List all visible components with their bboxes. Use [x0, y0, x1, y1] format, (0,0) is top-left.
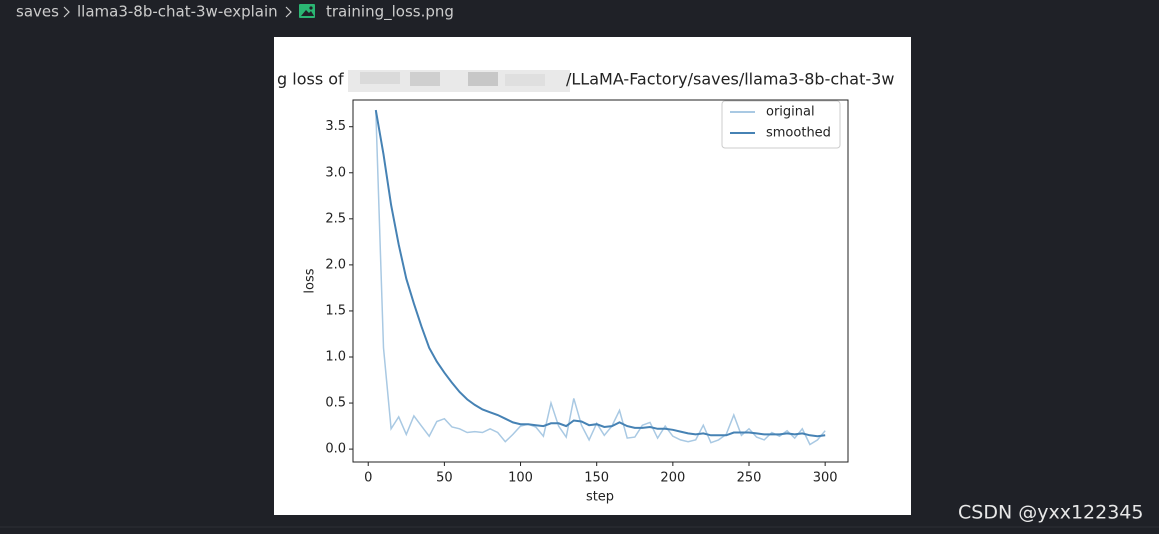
- y-tick-label: 1.5: [325, 303, 346, 318]
- y-tick-label: 0.5: [325, 396, 346, 411]
- series-line: [375, 110, 826, 446]
- y-tick-label: 3.0: [325, 165, 346, 180]
- x-tick-label: 100: [508, 471, 533, 486]
- chevron: [285, 6, 292, 18]
- y-tick-label: 0.0: [325, 442, 346, 457]
- breadcrumb-item[interactable]: training_loss.png: [326, 3, 454, 22]
- axes-frame: [352, 99, 849, 463]
- y-tick-label: 3.5: [325, 119, 346, 134]
- chart-title: g loss of: [277, 70, 344, 89]
- y-tick-label: 2.5: [325, 211, 346, 226]
- chevron: [63, 6, 70, 18]
- blurred-region: [348, 70, 570, 92]
- x-tick-label: 250: [737, 471, 762, 486]
- x-tick-label: 150: [584, 471, 609, 486]
- y-tick-label: 1.0: [325, 349, 346, 364]
- image: g loss of /LLaMA-Factory/saves/llama3-8b…: [274, 37, 911, 515]
- x-tick-label: 200: [660, 471, 685, 486]
- x-tick-label: 50: [436, 471, 453, 486]
- series-line: [374, 109, 826, 438]
- x-axis-label: step: [586, 490, 614, 505]
- y-axis-label: loss: [303, 268, 318, 293]
- legend-label: original: [766, 105, 815, 120]
- image-icon: [299, 4, 315, 18]
- x-tick-label: 0: [364, 471, 372, 486]
- breadcrumb-item[interactable]: saves: [16, 3, 59, 21]
- x-tick-label: 300: [813, 471, 838, 486]
- legend-label: smoothed: [766, 126, 831, 141]
- watermark: CSDN @yxx122345: [958, 502, 1143, 524]
- chart-title: /LLaMA-Factory/saves/llama3-8b-chat-3w: [566, 70, 894, 89]
- breadcrumb-item[interactable]: llama3-8b-chat-3w-explain: [77, 3, 278, 21]
- y-tick-label: 2.0: [325, 257, 346, 272]
